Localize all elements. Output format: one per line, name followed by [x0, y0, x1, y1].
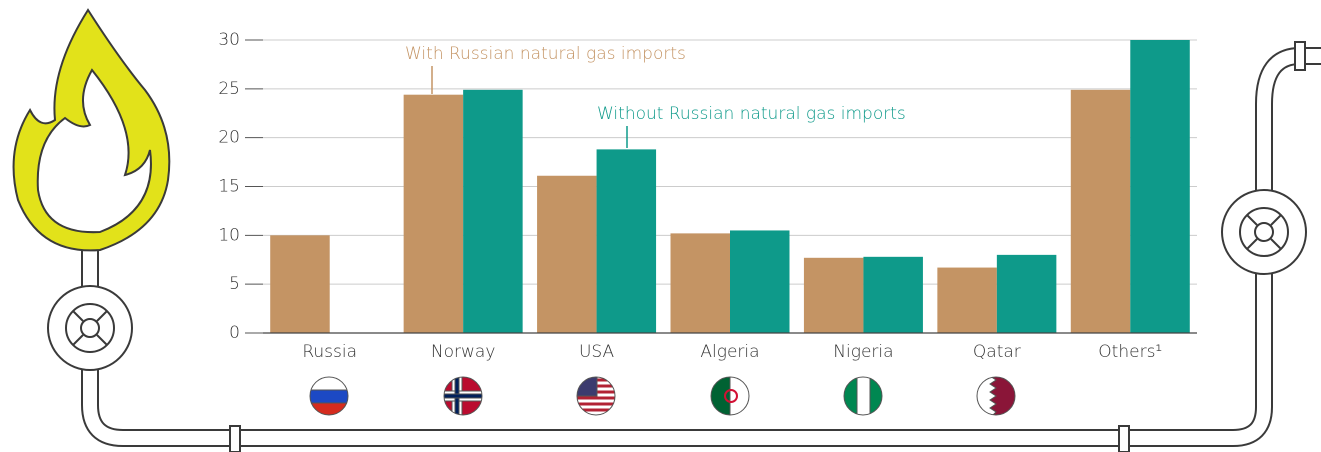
- bar: [996, 254, 1057, 333]
- bar: [730, 230, 790, 333]
- flags: [309, 376, 1016, 416]
- pipe: [81, 41, 1321, 452]
- annotation: With Russian natural gas imports: [405, 44, 686, 64]
- bar: [1070, 89, 1131, 333]
- y-tick-label: 15: [218, 177, 240, 197]
- annotation: Without Russian natural gas imports: [597, 104, 906, 124]
- x-tick-label: USA: [579, 342, 615, 362]
- y-tick-label: 10: [218, 225, 240, 245]
- x-tick-label: Algeria: [700, 342, 759, 362]
- plot: 0 5 10 15 20 25 30 Russia Norway USA Algeria Nigeri…: [218, 30, 1197, 362]
- bar: [463, 89, 523, 333]
- flame: [12, 8, 171, 252]
- y-tick-label: 20: [218, 128, 240, 148]
- x-tick-label: Nigeria: [833, 342, 893, 362]
- bar: [670, 233, 730, 333]
- y-tick-label: 25: [218, 79, 240, 99]
- bar: [803, 257, 864, 333]
- x-tick-label: Qatar: [973, 342, 1021, 362]
- x-tick-label: Russia: [302, 342, 357, 362]
- x-tick-label: Others¹: [1098, 342, 1162, 362]
- bar: [270, 235, 330, 333]
- y-tick-label: 0: [229, 323, 240, 343]
- y-tick-label: 5: [229, 274, 240, 294]
- y-tick-label: 30: [218, 30, 240, 50]
- bar: [596, 149, 657, 333]
- x-tick-label: Norway: [431, 342, 496, 362]
- bar: [863, 256, 923, 333]
- bar: [403, 94, 464, 334]
- bar: [937, 267, 997, 333]
- valve: [47, 189, 1307, 371]
- bar: [1130, 40, 1190, 333]
- bar: [537, 175, 597, 333]
